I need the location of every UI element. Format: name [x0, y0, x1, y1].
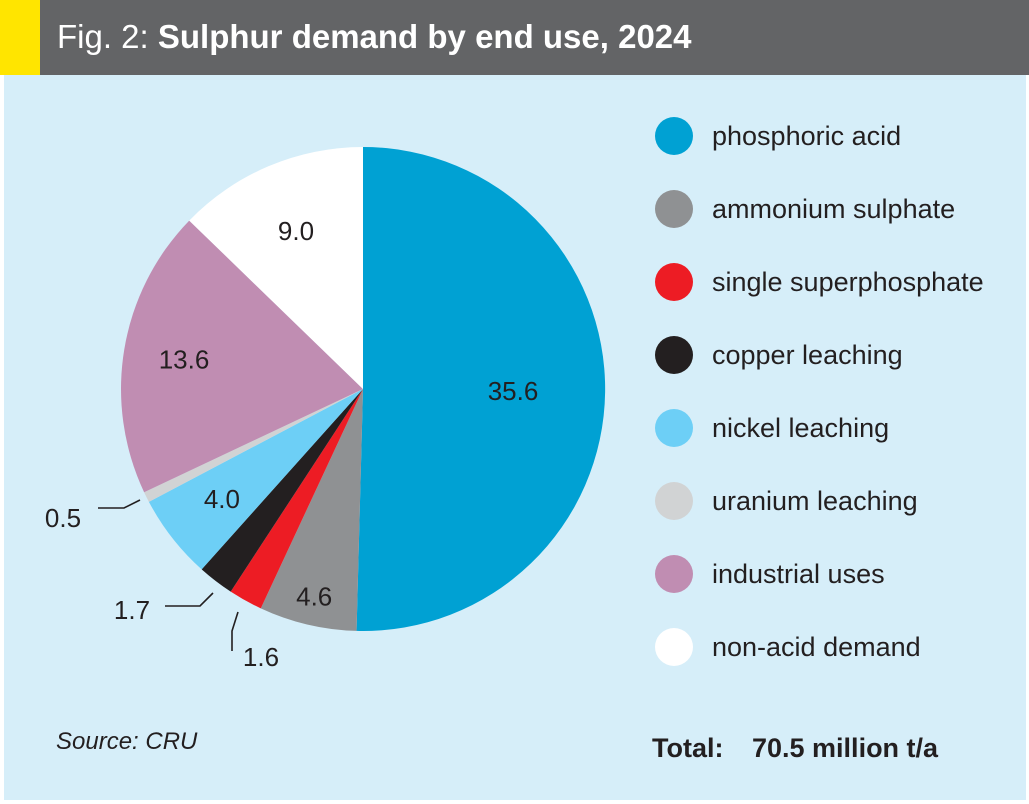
legend-item-uranium-leaching: uranium leaching — [655, 478, 1015, 551]
legend-item-nickel-leaching: nickel leaching — [655, 405, 1015, 478]
pie-slice-phosphoric-acid — [356, 146, 606, 631]
legend-label: ammonium sulphate — [712, 194, 956, 224]
leader-line-single-superphosphate — [231, 611, 239, 651]
legend-swatch — [655, 117, 693, 155]
data-label-phosphoric-acid: 35.6 — [488, 376, 539, 406]
data-label-ammonium-sulphate: 4.6 — [296, 581, 332, 611]
data-label-uranium-leaching: 0.5 — [45, 503, 81, 533]
figure-header: Fig. 2: Sulphur demand by end use, 2024 — [0, 0, 1029, 75]
legend-label: phosphoric acid — [712, 121, 902, 151]
header-accent-bar — [0, 0, 40, 75]
legend-label: non-acid demand — [712, 632, 921, 662]
legend-swatch — [655, 628, 693, 666]
legend-swatch — [655, 263, 693, 301]
legend-item-copper-leaching: copper leaching — [655, 332, 1015, 405]
legend-label: uranium leaching — [712, 486, 918, 516]
data-label-industrial-uses: 13.6 — [159, 344, 210, 374]
pie-slice-single-superphosphate — [230, 389, 363, 609]
legend-label: nickel leaching — [712, 413, 890, 443]
legend-swatch — [655, 409, 693, 447]
pie-slice-nickel-leaching — [148, 389, 363, 570]
pie-slice-copper-leaching — [201, 389, 363, 592]
legend-label: industrial uses — [712, 559, 885, 589]
total-label: Total: — [652, 733, 724, 763]
legend-swatch — [655, 190, 693, 228]
leader-line-uranium-leaching — [98, 499, 141, 509]
legend: phosphoric acid ammonium sulphate single s… — [655, 113, 1015, 697]
pie-slice-uranium-leaching — [144, 389, 363, 502]
figure-title: Fig. 2: Sulphur demand by end use, 2024 — [57, 14, 692, 60]
legend-label: copper leaching — [712, 340, 903, 370]
data-label-nickel-leaching: 4.0 — [204, 484, 240, 514]
leader-line-copper-leaching — [165, 592, 214, 607]
data-label-single-superphosphate: 1.6 — [243, 642, 279, 672]
source-note: Source: CRU — [56, 728, 198, 755]
legend-item-ammonium-sulphate: ammonium sulphate — [655, 186, 1015, 259]
legend-item-single-superphosphate: single superphosphate — [655, 259, 1015, 332]
legend-item-phosphoric-acid: phosphoric acid — [655, 113, 1015, 186]
legend-swatch — [655, 555, 693, 593]
legend-swatch — [655, 482, 693, 520]
pie-slice-non-acid-demand — [189, 147, 363, 389]
total-value: 70.5 million t/a — [752, 733, 939, 763]
legend-item-non-acid-demand: non-acid demand — [655, 624, 1015, 697]
figure-title-text: Sulphur demand by end use, 2024 — [157, 18, 692, 55]
pie-slice-ammonium-sulphate — [260, 389, 363, 631]
data-label-non-acid-demand: 9.0 — [278, 216, 314, 246]
pie-slice-industrial-uses — [121, 220, 364, 493]
legend-label: single superphosphate — [712, 267, 984, 297]
legend-item-industrial-uses: industrial uses — [655, 551, 1015, 624]
figure-number: Fig. 2: — [57, 18, 149, 55]
legend-swatch — [655, 336, 693, 374]
data-label-copper-leaching: 1.7 — [114, 595, 150, 625]
